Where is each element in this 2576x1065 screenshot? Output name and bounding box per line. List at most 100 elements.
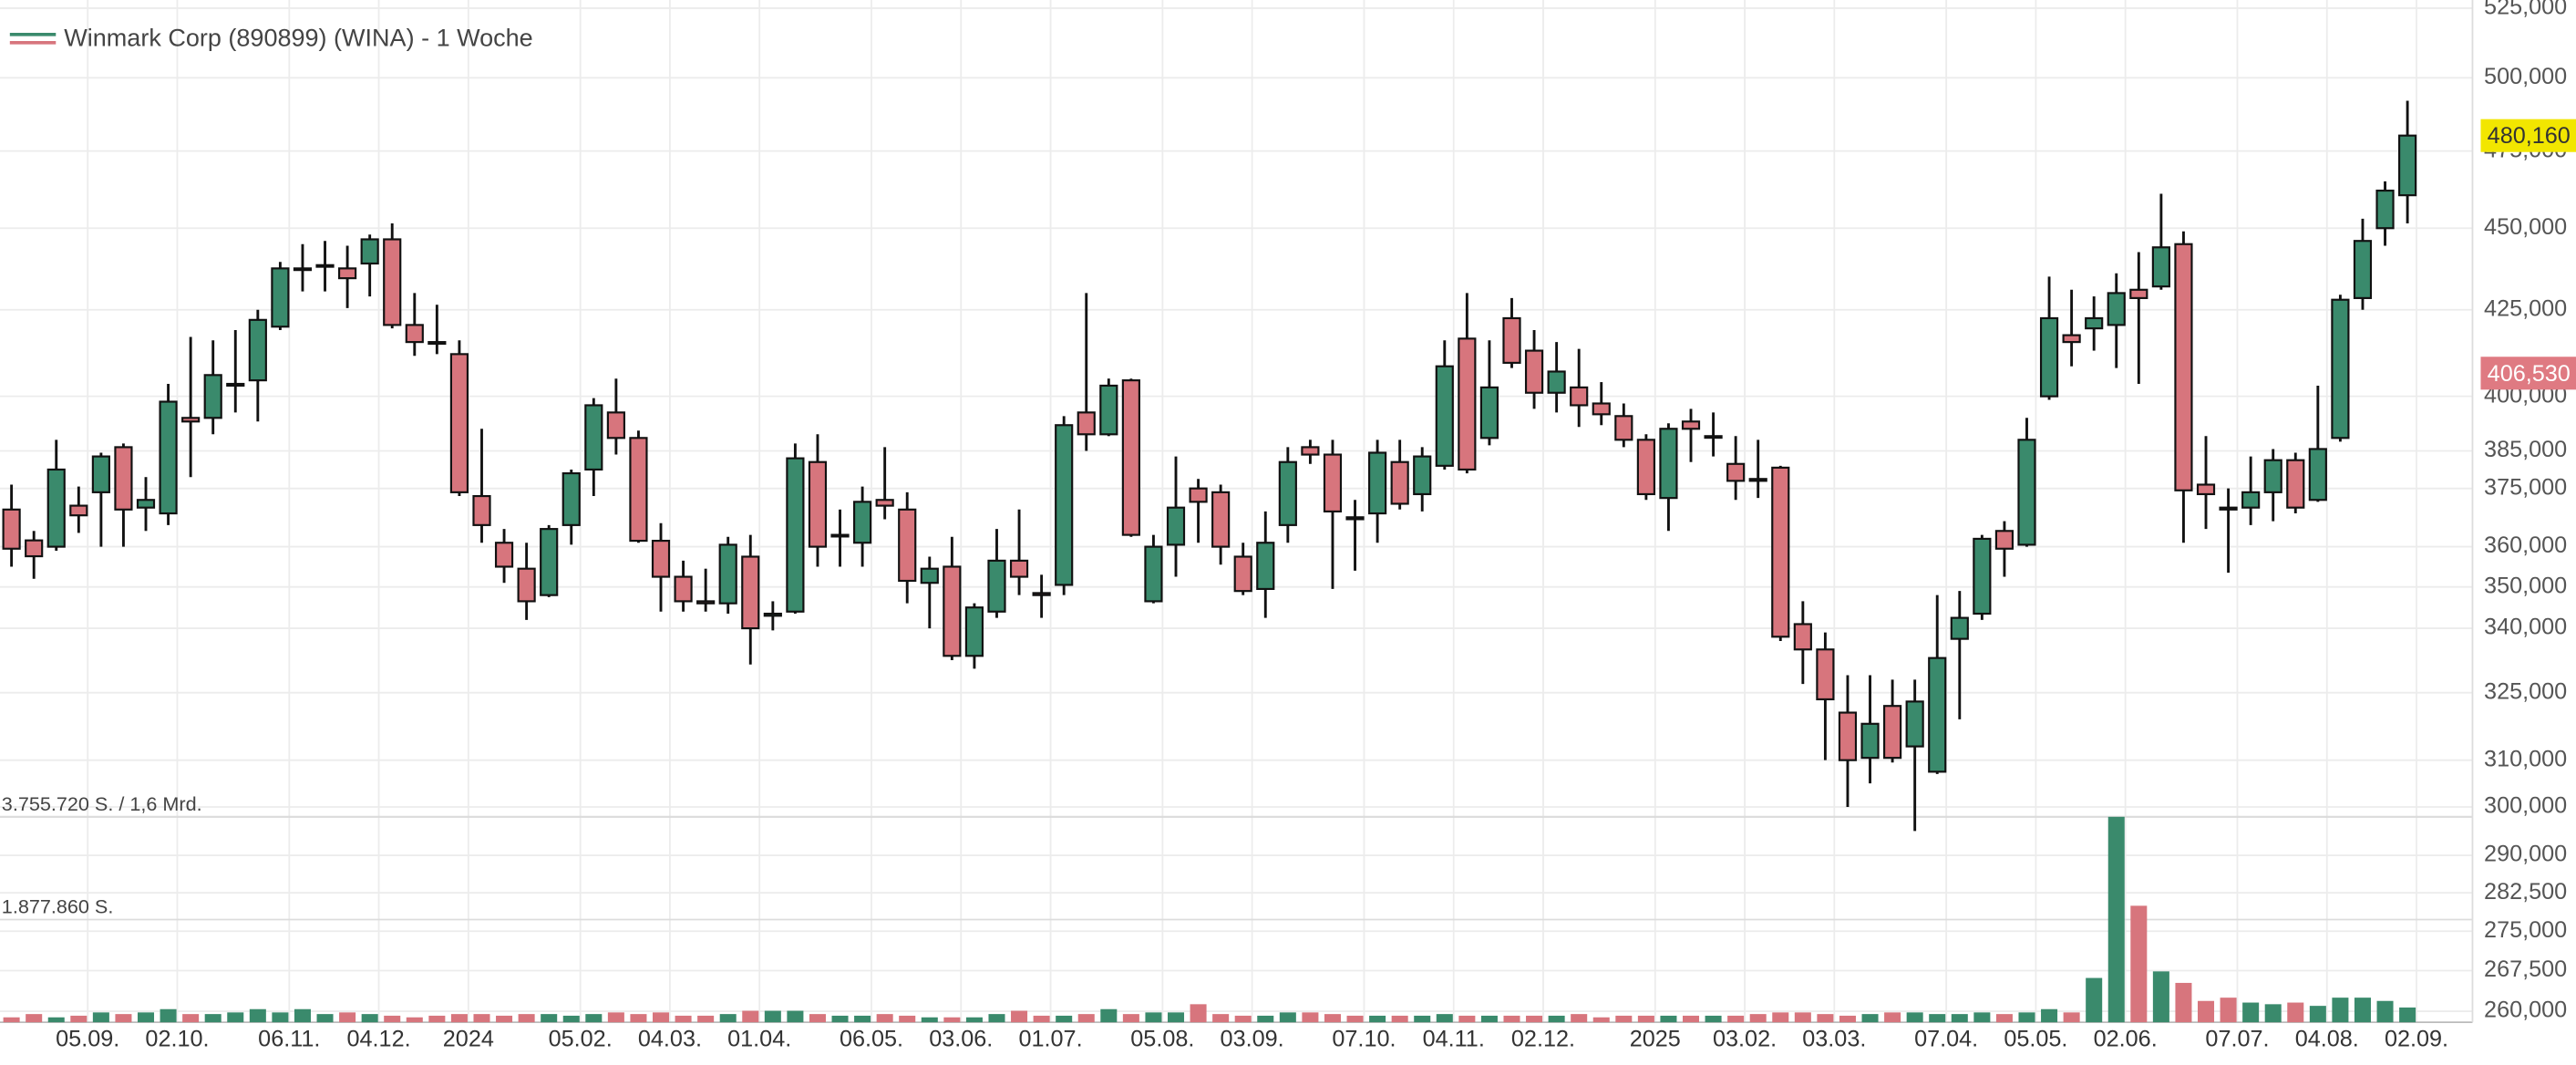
candle-body[interactable] xyxy=(2375,189,2395,230)
candle-body[interactable] xyxy=(114,446,133,511)
candle-body[interactable] xyxy=(1704,435,1723,439)
candle-body[interactable] xyxy=(1748,478,1767,482)
candle-body[interactable] xyxy=(1479,386,1499,439)
candle-body[interactable] xyxy=(943,565,962,657)
candle-body[interactable] xyxy=(2085,316,2104,330)
candle-body[interactable] xyxy=(1345,516,1365,521)
candle-body[interactable] xyxy=(898,508,917,583)
candle-body[interactable] xyxy=(1950,616,1969,640)
candle-body[interactable] xyxy=(1144,545,1163,603)
candle-body[interactable] xyxy=(2196,483,2216,496)
candle-body[interactable] xyxy=(449,353,469,493)
candle-body[interactable] xyxy=(226,382,245,388)
candle-body[interactable] xyxy=(2107,292,2126,326)
candle-body[interactable] xyxy=(1368,451,1387,515)
candle-body[interactable] xyxy=(2353,240,2373,299)
candle-body[interactable] xyxy=(428,341,447,346)
candle-body[interactable] xyxy=(606,411,625,439)
candle-body[interactable] xyxy=(964,606,984,657)
candle-body[interactable] xyxy=(1973,537,1992,615)
candle-body[interactable] xyxy=(1211,491,1231,548)
candle-body[interactable] xyxy=(2308,448,2327,501)
candle-body[interactable] xyxy=(651,539,671,578)
candle-body[interactable] xyxy=(2286,459,2305,509)
candle-body[interactable] xyxy=(181,417,201,423)
legend[interactable]: Winmark Corp (890899) (WINA) - 1 Woche xyxy=(9,24,533,51)
candle-body[interactable] xyxy=(1636,439,1655,496)
candle-body[interactable] xyxy=(494,542,514,568)
candle-body[interactable] xyxy=(2039,316,2059,398)
candle-body[interactable] xyxy=(2263,459,2282,493)
candle-body[interactable] xyxy=(2062,334,2081,344)
candle-body[interactable] xyxy=(1570,386,1589,407)
candle-body[interactable] xyxy=(786,457,805,613)
candle-body[interactable] xyxy=(25,539,44,558)
candle-body[interactable] xyxy=(808,460,828,548)
candle-body[interactable] xyxy=(584,404,603,471)
candle-body[interactable] xyxy=(2331,298,2350,439)
candle-body[interactable] xyxy=(2219,506,2238,511)
candle-body[interactable] xyxy=(1189,487,1208,503)
candle-body[interactable] xyxy=(2174,243,2193,491)
candle-body[interactable] xyxy=(1883,705,1902,760)
candle-body[interactable] xyxy=(629,437,648,543)
candle-body[interactable] xyxy=(875,499,894,507)
candle-body[interactable] xyxy=(46,468,66,548)
candle-body[interactable] xyxy=(1681,420,1701,430)
candle-body[interactable] xyxy=(2241,491,2261,509)
candle-body[interactable] xyxy=(1099,384,1118,436)
candle-body[interactable] xyxy=(1726,462,1746,482)
candle-body[interactable] xyxy=(1994,530,2014,550)
candle-body[interactable] xyxy=(2398,134,2417,197)
candle-body[interactable] xyxy=(1838,711,1858,761)
candle-body[interactable] xyxy=(763,612,782,617)
candle-body[interactable] xyxy=(1121,379,1140,536)
candle-body[interactable] xyxy=(2151,246,2170,288)
candle-body[interactable] xyxy=(2,508,21,550)
candle-body[interactable] xyxy=(1524,349,1544,394)
candle-body[interactable] xyxy=(674,575,693,603)
candle-body[interactable] xyxy=(853,501,872,544)
candle-body[interactable] xyxy=(987,559,1006,613)
candle-body[interactable] xyxy=(1435,365,1454,467)
candle-body[interactable] xyxy=(1793,623,1812,651)
candle-body[interactable] xyxy=(1256,542,1275,591)
candle-body[interactable] xyxy=(472,494,491,526)
candle-body[interactable] xyxy=(1278,460,1297,526)
candle-body[interactable] xyxy=(69,504,88,517)
candle-body[interactable] xyxy=(1547,370,1566,394)
candle-body[interactable] xyxy=(1032,592,1051,596)
candle-body[interactable] xyxy=(1771,466,1790,638)
candle-body[interactable] xyxy=(1166,506,1186,546)
candle-body[interactable] xyxy=(741,555,760,630)
candle-body[interactable] xyxy=(1614,415,1633,441)
candle-body[interactable] xyxy=(2129,288,2148,299)
candle-body[interactable] xyxy=(1502,316,1521,364)
candle-body[interactable] xyxy=(159,400,178,515)
candle-body[interactable] xyxy=(248,318,267,382)
candle-body[interactable] xyxy=(1009,559,1029,578)
candle-body[interactable] xyxy=(1860,722,1880,760)
candle-body[interactable] xyxy=(1592,402,1611,416)
candle-body[interactable] xyxy=(293,267,313,272)
candle-body[interactable] xyxy=(338,267,357,280)
candle-body[interactable] xyxy=(830,533,850,538)
candle-body[interactable] xyxy=(920,567,939,584)
candle-body[interactable] xyxy=(203,374,222,419)
candle-body[interactable] xyxy=(1390,460,1409,505)
candle-body[interactable] xyxy=(1905,700,1924,748)
candle-body[interactable] xyxy=(1928,657,1947,773)
candle-body[interactable] xyxy=(360,238,379,265)
candle-body[interactable] xyxy=(1077,411,1096,436)
candle-body[interactable] xyxy=(405,324,424,344)
candle-body[interactable] xyxy=(91,455,110,493)
candle-body[interactable] xyxy=(718,543,737,605)
candle-body[interactable] xyxy=(136,499,156,509)
candle-body[interactable] xyxy=(383,238,402,326)
candle-body[interactable] xyxy=(1233,555,1252,593)
candle-body[interactable] xyxy=(1301,446,1320,456)
candle-body[interactable] xyxy=(1816,648,1835,701)
candle-body[interactable] xyxy=(2017,439,2036,546)
candle-body[interactable] xyxy=(540,528,559,596)
candle-body[interactable] xyxy=(562,471,581,526)
